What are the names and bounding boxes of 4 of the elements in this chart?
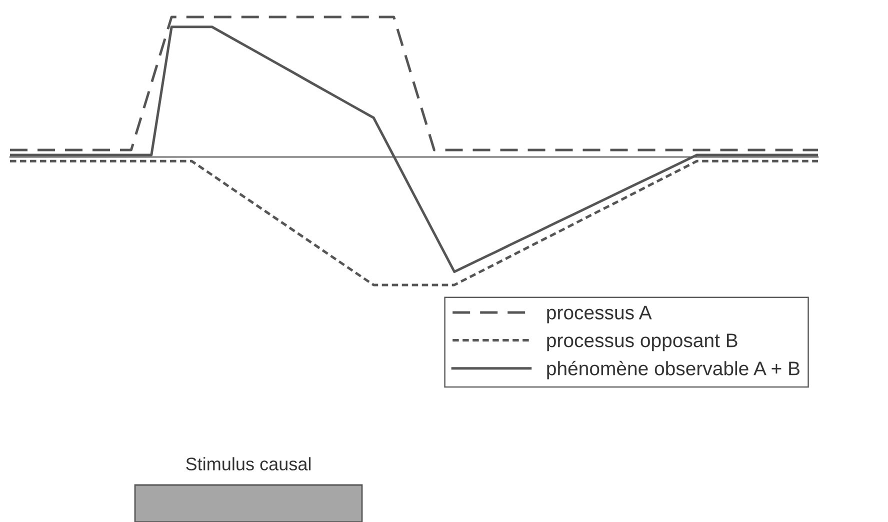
legend-label: processus A [547,306,652,324]
text: Stimulus causal [186,457,311,470]
legend-label: processus opposant B [547,334,738,352]
legend-label: phénomène observable A + B [547,360,800,380]
